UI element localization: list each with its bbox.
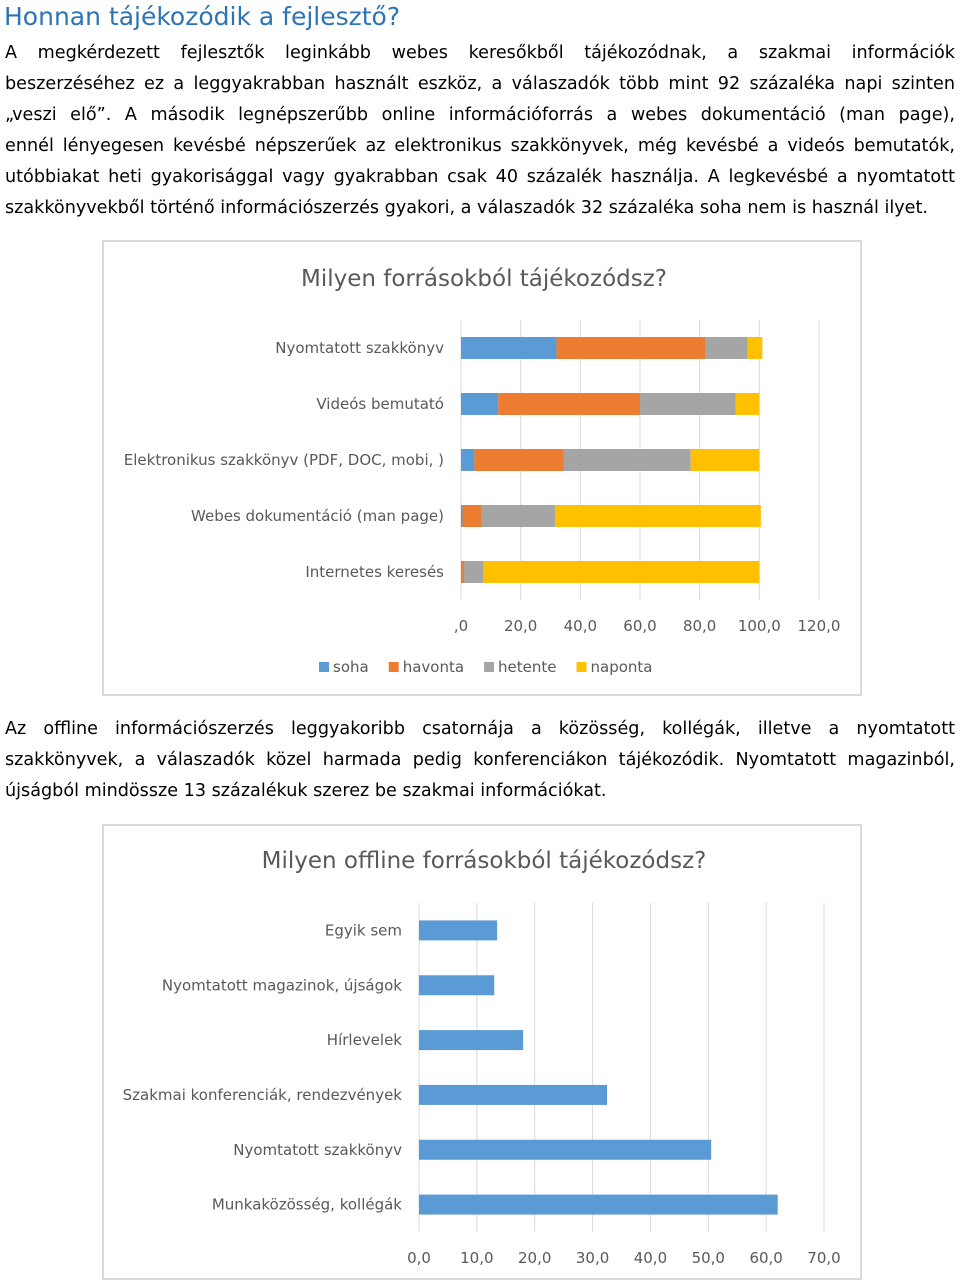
paragraph-line: ennél lényegesen kevésbé népszerűek az e… bbox=[5, 136, 955, 156]
paragraph-line: szakkönyvekből történő információszerzés… bbox=[5, 198, 928, 218]
x-tick-label: 50,0 bbox=[692, 1249, 725, 1267]
bar-hetente bbox=[705, 337, 748, 359]
bar-naponta bbox=[554, 505, 761, 527]
category-label: Hírlevelek bbox=[327, 1031, 403, 1049]
x-tick-label: 30,0 bbox=[576, 1249, 609, 1267]
paragraph-line: A megkérdezett fejlesztők leginkább webe… bbox=[5, 43, 955, 63]
category-label: Nyomtatott magazinok, újságok bbox=[162, 976, 402, 994]
bar-value bbox=[419, 1194, 778, 1215]
paragraph-line: beszerzéséhez ez a leggyakrabban használ… bbox=[5, 74, 955, 94]
bar-soha bbox=[461, 449, 475, 471]
paragraph-offline-sources: Az offline információszerzés leggyakorib… bbox=[5, 714, 955, 807]
legend-label: havonta bbox=[403, 658, 464, 676]
bar-naponta bbox=[690, 449, 760, 471]
x-tick-label: 80,0 bbox=[683, 617, 716, 635]
bar-value bbox=[419, 1084, 608, 1105]
bar-naponta bbox=[735, 393, 760, 415]
x-tick-label: 10,0 bbox=[460, 1249, 493, 1267]
category-label: Videós bemutató bbox=[316, 395, 444, 413]
bar-hetente bbox=[463, 561, 484, 583]
bar-naponta bbox=[483, 561, 760, 583]
legend-swatch bbox=[319, 662, 329, 672]
chart-offline-sources-svg: Milyen offline forrásokból tájékozódsz? 0… bbox=[123, 848, 841, 1267]
bar-value bbox=[419, 975, 495, 996]
bar-soha bbox=[461, 561, 462, 583]
chart-offline-sources: Milyen offline forrásokból tájékozódsz? 0… bbox=[102, 824, 862, 1280]
legend-swatch bbox=[576, 662, 587, 672]
x-tick-label: 120,0 bbox=[798, 617, 841, 635]
x-tick-label: 60,0 bbox=[749, 1249, 782, 1267]
paragraph-line: utóbbiakat heti gyakorisággal vagy gyakr… bbox=[5, 167, 955, 187]
bar-value bbox=[419, 920, 498, 941]
legend-label: hetente bbox=[498, 658, 556, 676]
page-heading: Honnan tájékozódik a fejlesztő? bbox=[4, 2, 401, 31]
category-label: Egyik sem bbox=[325, 921, 402, 939]
bar-naponta bbox=[747, 337, 763, 359]
x-tick-label: 20,0 bbox=[518, 1249, 551, 1267]
legend-swatch bbox=[484, 662, 495, 672]
category-label: Szakmai konferenciák, rendezvények bbox=[123, 1086, 403, 1104]
x-tick-label: 70,0 bbox=[807, 1249, 840, 1267]
paragraph-line: újságból mindössze 13 százalékuk szerez … bbox=[5, 781, 607, 801]
bar-soha bbox=[461, 505, 463, 527]
bar-havonta bbox=[556, 337, 706, 359]
legend-swatch bbox=[388, 662, 399, 672]
x-tick-label: 40,0 bbox=[564, 617, 597, 635]
bar-havonta bbox=[462, 505, 482, 527]
bar-hetente bbox=[481, 505, 555, 527]
x-tick-label: 100,0 bbox=[738, 617, 781, 635]
category-label: Nyomtatott szakkönyv bbox=[233, 1141, 402, 1159]
chart-title: Milyen offline forrásokból tájékozódsz? bbox=[262, 848, 707, 874]
bar-havonta bbox=[474, 449, 564, 471]
paragraph-line: Az offline információszerzés leggyakorib… bbox=[5, 719, 955, 739]
x-tick-label: 0,0 bbox=[407, 1249, 431, 1267]
bar-havonta bbox=[461, 561, 464, 583]
legend-label: naponta bbox=[591, 658, 653, 676]
bar-soha bbox=[461, 393, 499, 415]
x-tick-label: 20,0 bbox=[504, 617, 537, 635]
legend-label: soha bbox=[333, 658, 369, 676]
x-tick-label: 40,0 bbox=[634, 1249, 667, 1267]
chart-online-sources-svg: Milyen forrásokból tájékozódsz? ,0 20,0 40,… bbox=[124, 266, 841, 676]
category-label: Munkaközösség, kollégák bbox=[212, 1196, 402, 1214]
bar-hetente bbox=[640, 393, 736, 415]
category-label: Internetes keresés bbox=[305, 563, 444, 581]
x-tick-label: 60,0 bbox=[623, 617, 656, 635]
bar-value bbox=[419, 1030, 524, 1051]
paragraph-line: szakkönyvek, a válaszadók közel harmada … bbox=[5, 750, 955, 770]
bar-havonta bbox=[498, 393, 640, 415]
chart-online-sources: Milyen forrásokból tájékozódsz? ,0 20,0 40,… bbox=[102, 240, 862, 696]
bar-hetente bbox=[563, 449, 691, 471]
category-label: Webes dokumentáció (man page) bbox=[191, 507, 444, 525]
category-label: Elektronikus szakkönyv (PDF, DOC, mobi, … bbox=[124, 451, 444, 469]
paragraph-line: „veszi elő”. A második legnépszerűbb onl… bbox=[5, 105, 955, 125]
paragraph-online-sources: A megkérdezett fejlesztők leginkább webe… bbox=[5, 38, 955, 224]
bar-soha bbox=[461, 337, 557, 359]
category-label: Nyomtatott szakkönyv bbox=[275, 339, 444, 357]
bar-value bbox=[419, 1139, 712, 1160]
x-tick-label: ,0 bbox=[454, 617, 468, 635]
chart-title: Milyen forrásokból tájékozódsz? bbox=[301, 266, 667, 292]
